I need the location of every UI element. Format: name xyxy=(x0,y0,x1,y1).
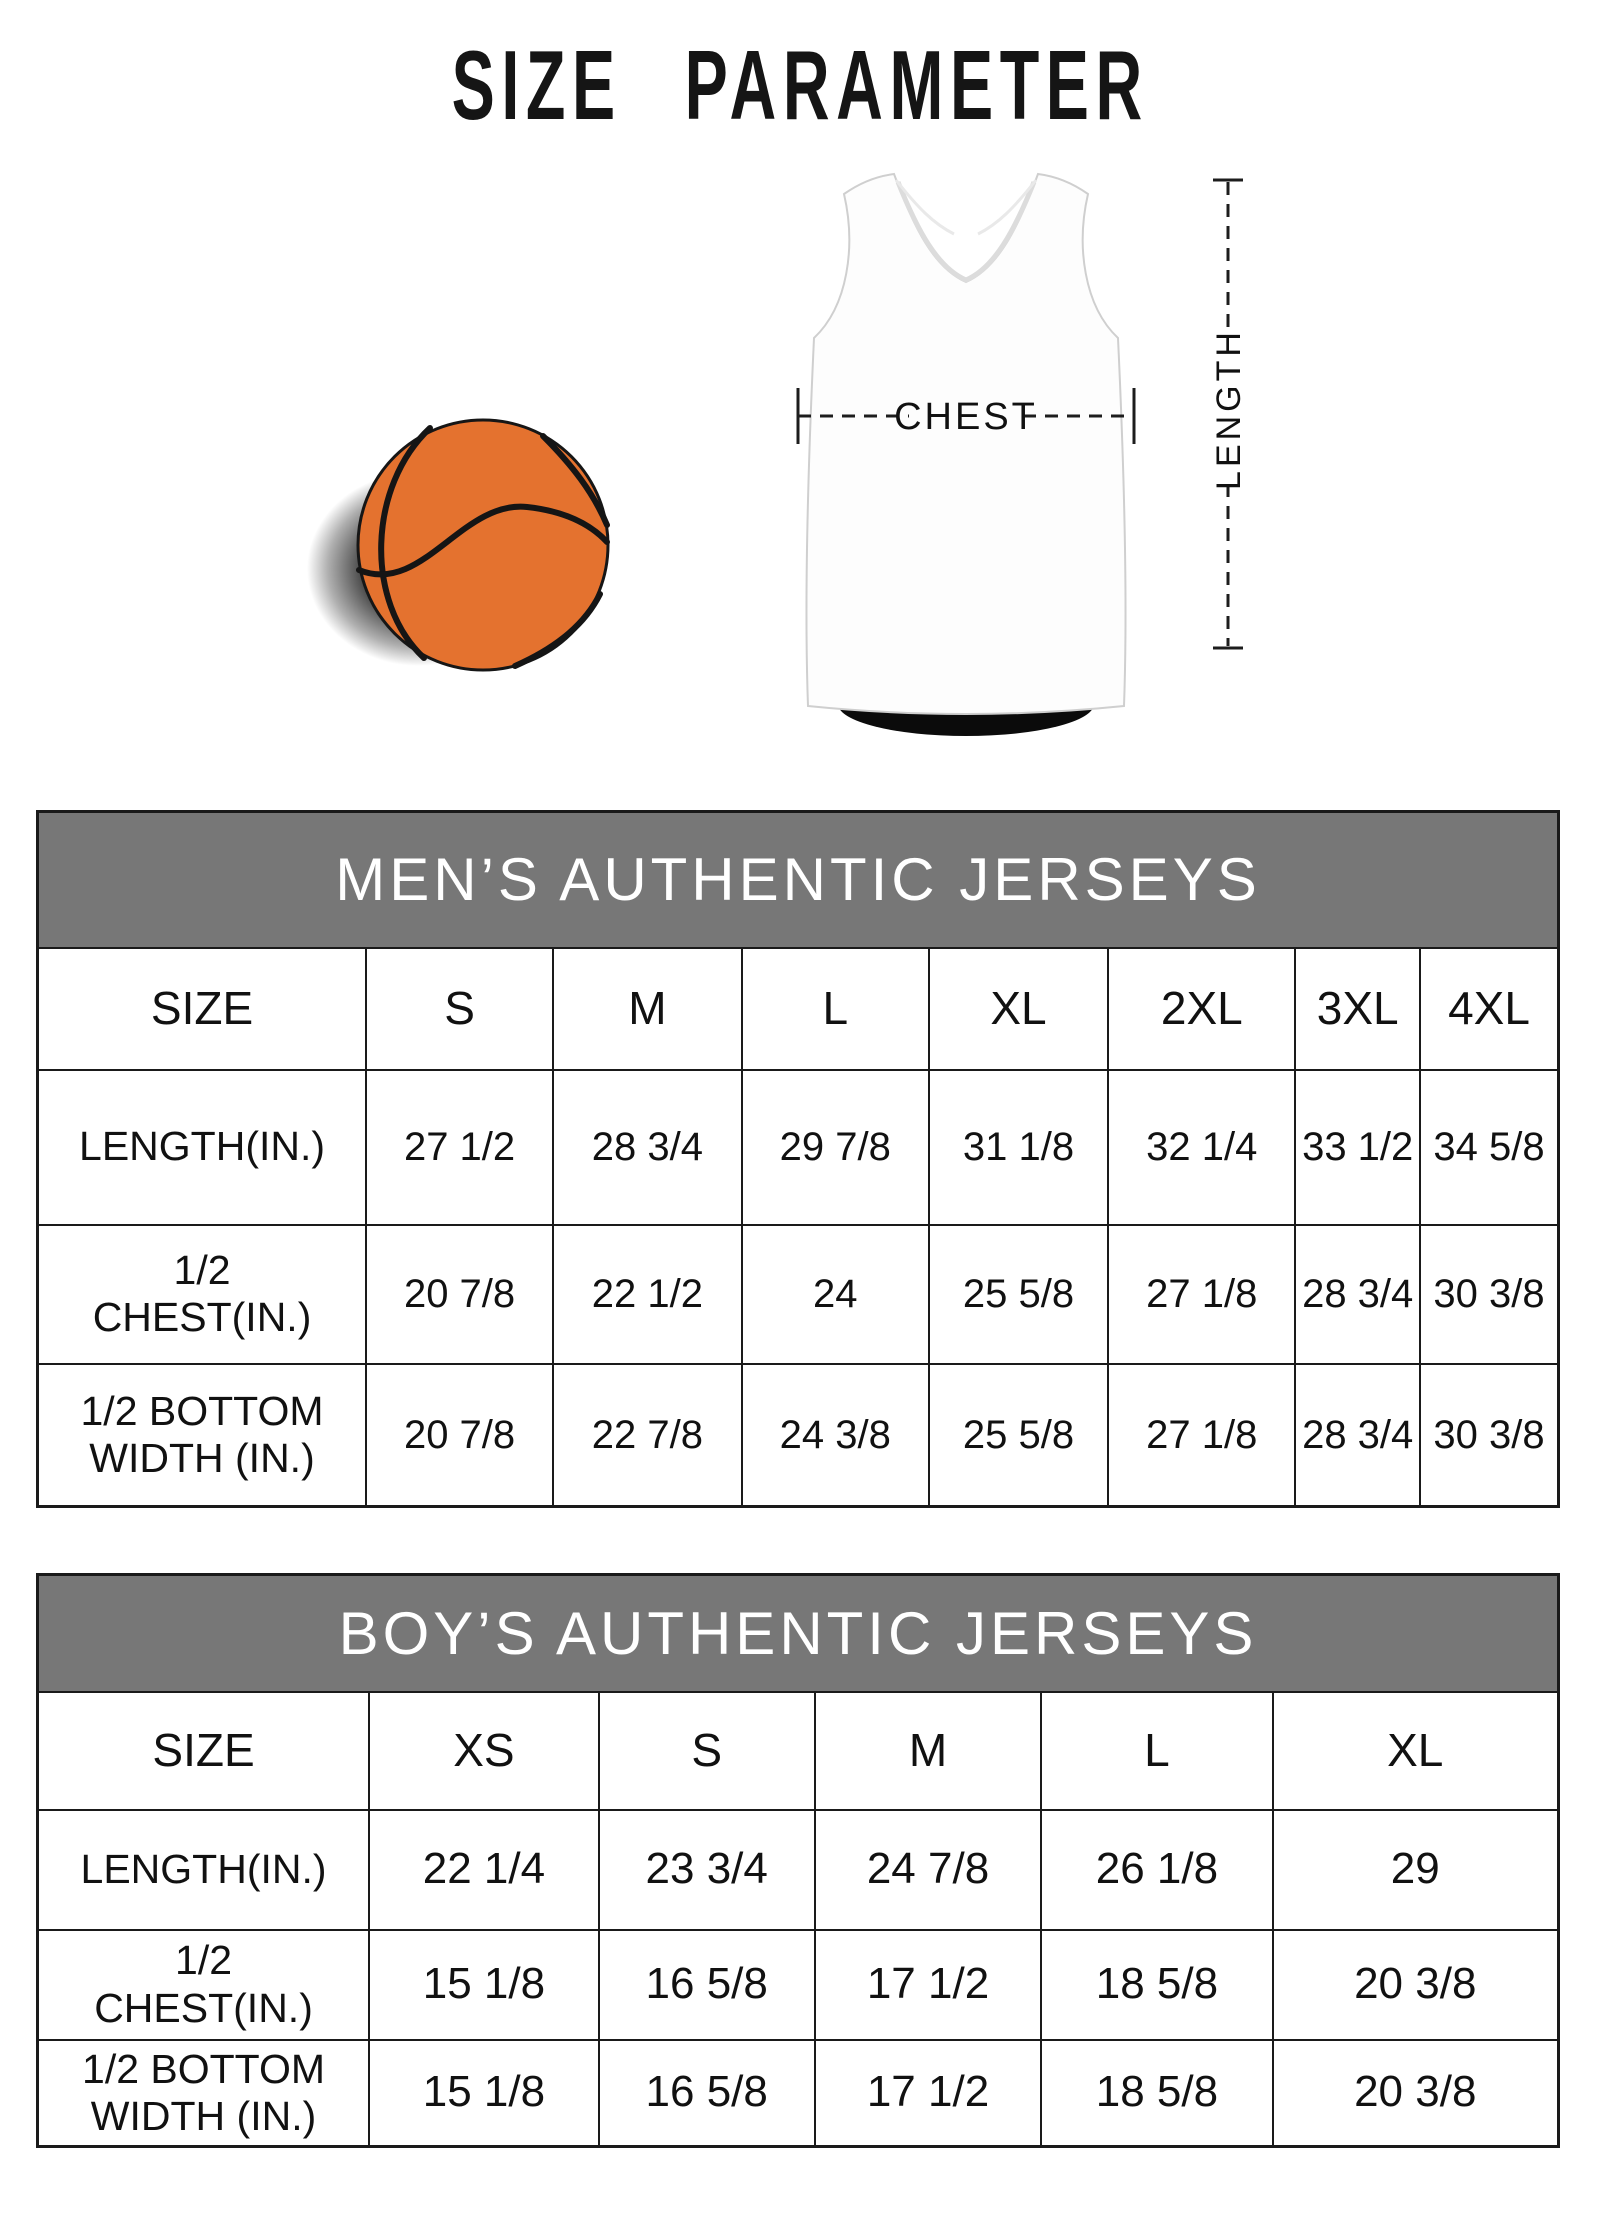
boys-table-title: BOY’S AUTHENTIC JERSEYS xyxy=(36,1573,1560,1693)
value-cell: 20 7/8 xyxy=(365,1362,555,1508)
row-label: 1/2 CHEST(IN.) xyxy=(36,1223,368,1365)
chest-measure-line xyxy=(796,388,1136,444)
value-cell: 25 5/8 xyxy=(927,1362,1110,1508)
col-header: S xyxy=(365,946,555,1071)
table-row: LENGTH(IN.) 22 1/4 23 3/4 24 7/8 26 1/8 … xyxy=(36,1808,1560,1931)
row-label: LENGTH(IN.) xyxy=(36,1068,368,1226)
row-label: 1/2 BOTTOM WIDTH (IN.) xyxy=(36,2038,371,2148)
value-cell: 28 3/4 xyxy=(1294,1362,1422,1508)
col-header: 4XL xyxy=(1419,946,1560,1071)
boys-size-header-row: SIZE XS S M L XL xyxy=(36,1690,1560,1811)
value-cell: 26 1/8 xyxy=(1040,1808,1274,1931)
col-header: S xyxy=(597,1690,816,1811)
jersey-seams xyxy=(894,179,1038,283)
mens-table-header-band: MEN’S AUTHENTIC JERSEYS xyxy=(36,810,1560,949)
basketball-body xyxy=(356,418,610,672)
mens-table-title: MEN’S AUTHENTIC JERSEYS xyxy=(36,810,1560,949)
value-cell: 20 7/8 xyxy=(365,1223,555,1365)
value-cell: 17 1/2 xyxy=(813,1928,1043,2041)
col-header: L xyxy=(1040,1690,1274,1811)
value-cell: 24 7/8 xyxy=(813,1808,1043,1931)
col-header: 3XL xyxy=(1294,946,1422,1071)
value-cell: 30 3/8 xyxy=(1419,1223,1560,1365)
page-title: SIZE PARAMETER xyxy=(0,34,1600,137)
value-cell: 23 3/4 xyxy=(597,1808,816,1931)
chest-measure-label: CHEST xyxy=(894,396,1038,438)
value-cell: 22 1/4 xyxy=(368,1808,600,1931)
mens-size-table: MEN’S AUTHENTIC JERSEYS SIZE S M L XL 2X… xyxy=(36,810,1560,1508)
value-cell: 34 5/8 xyxy=(1419,1068,1560,1226)
value-cell: 22 7/8 xyxy=(552,1362,743,1508)
table-row: 1/2 BOTTOM WIDTH (IN.) 15 1/8 16 5/8 17 … xyxy=(36,2038,1560,2148)
col-header: XS xyxy=(368,1690,600,1811)
value-cell: 18 5/8 xyxy=(1040,2038,1274,2148)
value-cell: 16 5/8 xyxy=(597,1928,816,2041)
row-label: LENGTH(IN.) xyxy=(36,1808,371,1931)
value-cell: 27 1/8 xyxy=(1107,1223,1297,1365)
col-header: XL xyxy=(927,946,1110,1071)
value-cell: 25 5/8 xyxy=(927,1223,1110,1365)
value-cell: 28 3/4 xyxy=(552,1068,743,1226)
value-cell: 27 1/8 xyxy=(1107,1362,1297,1508)
value-cell: 31 1/8 xyxy=(927,1068,1110,1226)
basketball-icon xyxy=(356,418,610,672)
value-cell: 29 xyxy=(1271,1808,1560,1931)
value-cell: 20 3/8 xyxy=(1271,2038,1560,2148)
size-col-header: SIZE xyxy=(36,946,368,1071)
value-cell: 18 5/8 xyxy=(1040,1928,1274,2041)
table-row: 1/2 CHEST(IN.) 20 7/8 22 1/2 24 25 5/8 2… xyxy=(36,1223,1560,1365)
boys-size-table: BOY’S AUTHENTIC JERSEYS SIZE XS S M L XL… xyxy=(36,1573,1560,2148)
value-cell: 28 3/4 xyxy=(1294,1223,1422,1365)
col-header: M xyxy=(813,1690,1043,1811)
col-header: 2XL xyxy=(1107,946,1297,1071)
value-cell: 16 5/8 xyxy=(597,2038,816,2148)
value-cell: 32 1/4 xyxy=(1107,1068,1297,1226)
table-row: 1/2 BOTTOM WIDTH (IN.) 20 7/8 22 7/8 24 … xyxy=(36,1362,1560,1508)
row-label: 1/2 CHEST(IN.) xyxy=(36,1928,371,2041)
col-header: XL xyxy=(1271,1690,1560,1811)
value-cell: 24 3/8 xyxy=(740,1362,930,1508)
jersey-illustration: CHEST LENGTH xyxy=(796,172,1248,736)
col-header: L xyxy=(740,946,930,1071)
basketball-seams xyxy=(356,425,610,669)
size-col-header: SIZE xyxy=(36,1690,371,1811)
table-row: LENGTH(IN.) 27 1/2 28 3/4 29 7/8 31 1/8 … xyxy=(36,1068,1560,1226)
value-cell: 29 7/8 xyxy=(740,1068,930,1226)
value-cell: 22 1/2 xyxy=(552,1223,743,1365)
value-cell: 33 1/2 xyxy=(1294,1068,1422,1226)
value-cell: 27 1/2 xyxy=(365,1068,555,1226)
mens-size-header-row: SIZE S M L XL 2XL 3XL 4XL xyxy=(36,946,1560,1071)
value-cell: 15 1/8 xyxy=(368,1928,600,2041)
value-cell: 17 1/2 xyxy=(813,2038,1043,2148)
length-measure-label: LENGTH xyxy=(1210,328,1248,490)
col-header: M xyxy=(552,946,743,1071)
value-cell: 24 xyxy=(740,1223,930,1365)
page-title-text: SIZE PARAMETER xyxy=(451,30,1149,140)
table-row: 1/2 CHEST(IN.) 15 1/8 16 5/8 17 1/2 18 5… xyxy=(36,1928,1560,2041)
jersey-body xyxy=(805,172,1127,715)
value-cell: 30 3/8 xyxy=(1419,1362,1560,1508)
value-cell: 20 3/8 xyxy=(1271,1928,1560,2041)
row-label: 1/2 BOTTOM WIDTH (IN.) xyxy=(36,1362,368,1508)
length-measure-line xyxy=(1213,178,1243,650)
value-cell: 15 1/8 xyxy=(368,2038,600,2148)
boys-table-header-band: BOY’S AUTHENTIC JERSEYS xyxy=(36,1573,1560,1693)
